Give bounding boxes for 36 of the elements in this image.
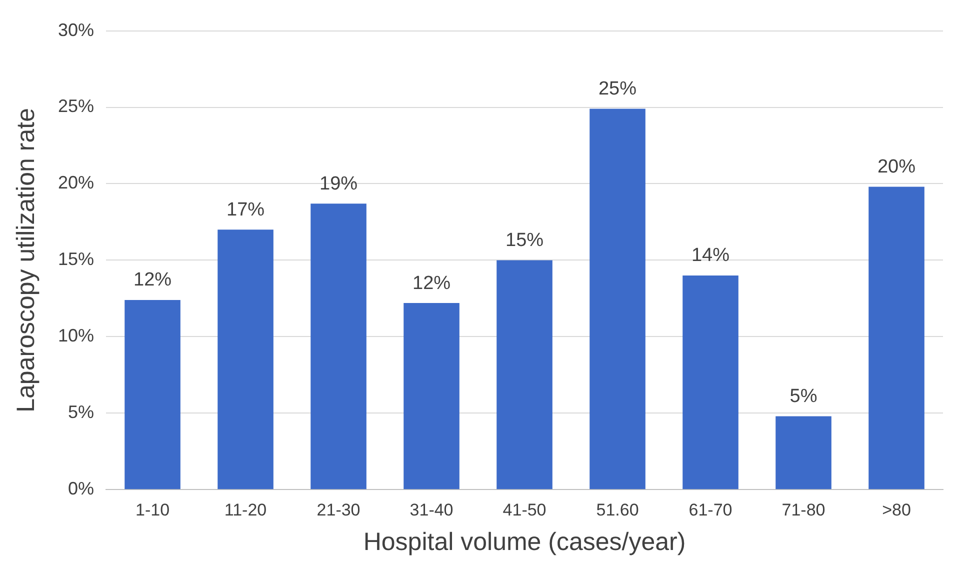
- bar: [590, 108, 646, 490]
- y-tick-label: 20%: [58, 172, 94, 193]
- bar: [776, 416, 832, 490]
- data-label: 14%: [691, 245, 730, 266]
- data-label: 5%: [790, 386, 818, 407]
- data-label: 25%: [598, 78, 637, 100]
- data-label: 15%: [506, 230, 544, 251]
- x-tick-label: 11-20: [224, 500, 267, 520]
- x-tick-label: 41-50: [502, 500, 546, 520]
- y-tick-label: 25%: [58, 96, 94, 116]
- x-tick-label: 71-80: [782, 500, 826, 520]
- y-tick-label: 10%: [58, 326, 94, 346]
- x-axis-title: Hospital volume (cases/year): [363, 528, 686, 556]
- x-tick-label: >80: [882, 500, 911, 520]
- bar: [218, 230, 274, 490]
- bar: [868, 186, 924, 490]
- y-tick-label: 30%: [58, 20, 94, 40]
- x-tick-label: 21-30: [316, 500, 360, 520]
- bar: [124, 300, 180, 490]
- x-tick-label: 61-70: [688, 500, 732, 520]
- x-tick-label: 31-40: [410, 500, 454, 520]
- data-label: 12%: [134, 270, 172, 291]
- x-tick-label: 1-10: [136, 500, 170, 520]
- data-label: 19%: [320, 173, 358, 194]
- data-label: 20%: [877, 156, 916, 178]
- bar: [404, 303, 460, 490]
- bar: [682, 275, 738, 490]
- y-tick-label: 0%: [68, 478, 94, 499]
- bar: [496, 260, 552, 490]
- x-tick-label: 51.60: [596, 500, 639, 520]
- data-label: 12%: [412, 272, 451, 294]
- y-tick-label: 15%: [58, 249, 94, 270]
- bar: [310, 204, 366, 490]
- y-tick-label: 5%: [68, 402, 94, 422]
- data-label: 17%: [226, 199, 265, 220]
- y-axis-title: Laparoscopy utilization rate: [12, 108, 40, 412]
